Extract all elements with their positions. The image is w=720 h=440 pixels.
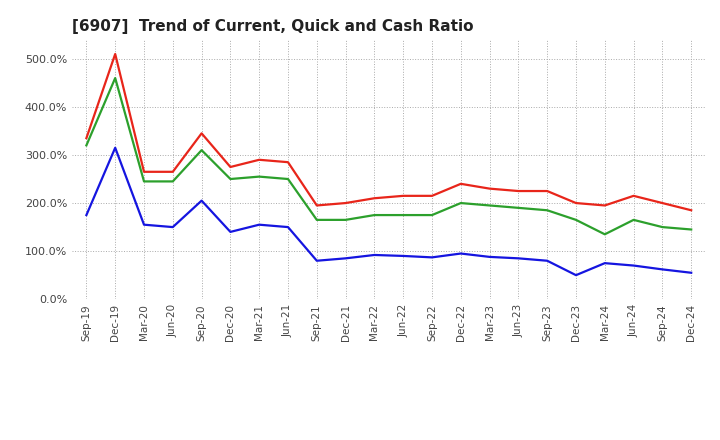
- Cash Ratio: [226, 229, 235, 235]
- Quick Ratio: [226, 176, 235, 182]
- Cash Ratio: [687, 270, 696, 275]
- Current Ratio: [370, 196, 379, 201]
- Current Ratio: [168, 169, 177, 174]
- Cash Ratio: [456, 251, 465, 256]
- Quick Ratio: [312, 217, 321, 223]
- Quick Ratio: [658, 224, 667, 230]
- Current Ratio: [341, 200, 350, 205]
- Quick Ratio: [600, 231, 609, 237]
- Line: Cash Ratio: Cash Ratio: [86, 148, 691, 275]
- Line: Current Ratio: Current Ratio: [86, 54, 691, 210]
- Quick Ratio: [255, 174, 264, 179]
- Current Ratio: [226, 165, 235, 170]
- Cash Ratio: [600, 260, 609, 266]
- Cash Ratio: [255, 222, 264, 227]
- Quick Ratio: [572, 217, 580, 223]
- Quick Ratio: [514, 205, 523, 210]
- Current Ratio: [658, 200, 667, 205]
- Quick Ratio: [399, 213, 408, 218]
- Cash Ratio: [197, 198, 206, 203]
- Cash Ratio: [140, 222, 148, 227]
- Cash Ratio: [658, 267, 667, 272]
- Current Ratio: [399, 193, 408, 198]
- Cash Ratio: [428, 255, 436, 260]
- Current Ratio: [284, 160, 292, 165]
- Cash Ratio: [168, 224, 177, 230]
- Current Ratio: [255, 157, 264, 162]
- Cash Ratio: [514, 256, 523, 261]
- Quick Ratio: [82, 143, 91, 148]
- Current Ratio: [543, 188, 552, 194]
- Cash Ratio: [543, 258, 552, 264]
- Quick Ratio: [456, 200, 465, 205]
- Quick Ratio: [140, 179, 148, 184]
- Current Ratio: [572, 200, 580, 205]
- Cash Ratio: [629, 263, 638, 268]
- Current Ratio: [600, 203, 609, 208]
- Quick Ratio: [168, 179, 177, 184]
- Quick Ratio: [428, 213, 436, 218]
- Quick Ratio: [370, 213, 379, 218]
- Text: [6907]  Trend of Current, Quick and Cash Ratio: [6907] Trend of Current, Quick and Cash …: [72, 19, 474, 34]
- Cash Ratio: [312, 258, 321, 264]
- Current Ratio: [687, 208, 696, 213]
- Current Ratio: [485, 186, 494, 191]
- Current Ratio: [312, 203, 321, 208]
- Current Ratio: [197, 131, 206, 136]
- Cash Ratio: [399, 253, 408, 259]
- Current Ratio: [111, 51, 120, 57]
- Cash Ratio: [82, 213, 91, 218]
- Cash Ratio: [284, 224, 292, 230]
- Current Ratio: [82, 136, 91, 141]
- Current Ratio: [456, 181, 465, 187]
- Quick Ratio: [485, 203, 494, 208]
- Current Ratio: [629, 193, 638, 198]
- Cash Ratio: [572, 272, 580, 278]
- Quick Ratio: [629, 217, 638, 223]
- Cash Ratio: [111, 145, 120, 150]
- Quick Ratio: [284, 176, 292, 182]
- Current Ratio: [428, 193, 436, 198]
- Quick Ratio: [687, 227, 696, 232]
- Cash Ratio: [485, 254, 494, 260]
- Cash Ratio: [341, 256, 350, 261]
- Line: Quick Ratio: Quick Ratio: [86, 78, 691, 234]
- Quick Ratio: [543, 208, 552, 213]
- Current Ratio: [140, 169, 148, 174]
- Quick Ratio: [197, 147, 206, 153]
- Quick Ratio: [111, 75, 120, 81]
- Cash Ratio: [370, 252, 379, 257]
- Quick Ratio: [341, 217, 350, 223]
- Current Ratio: [514, 188, 523, 194]
